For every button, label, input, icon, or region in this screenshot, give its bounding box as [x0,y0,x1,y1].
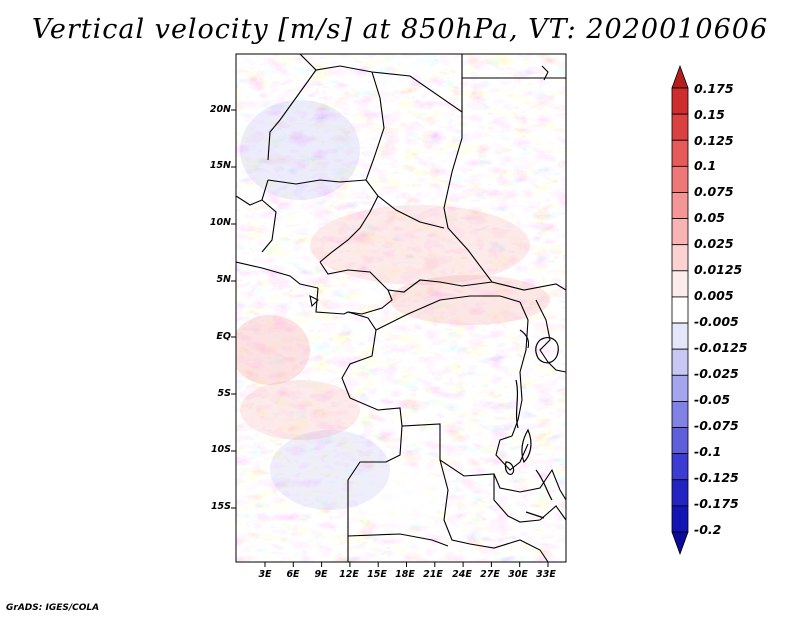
colorbar-bin [671,348,689,376]
colorbar-label: -0.005 [694,314,739,329]
colorbar-bin [671,427,689,455]
colorbar-label: 0.15 [694,107,725,122]
colorbar-bin [671,296,689,324]
colorbar-label: 0.025 [694,236,734,251]
colorbar-label: 0.175 [694,81,734,96]
map-title: Vertical velocity [m/s] at 850hPa, VT: 2… [31,14,769,45]
colorbar-label: 0.125 [694,133,734,148]
lat-label-10s: 10S [210,444,231,455]
colorbar-bin [671,87,689,115]
colorbar-bin [671,165,689,193]
lat-label-10n: 10N [209,217,231,228]
lakes [504,337,559,519]
lat-label-15s: 15S [210,501,231,512]
grads-credit: GrADS: IGES/COLA [6,603,100,613]
colorbar-bin [671,453,689,481]
colorbar-label: 0.075 [694,184,734,199]
lon-label-9e: 9E [314,569,328,580]
lon-label-18e: 18E [395,569,415,580]
map-frame [235,53,567,563]
lon-label-30e: 30E [508,569,528,580]
lon-label-15e: 15E [367,569,387,580]
lat-label-eq: EQ [216,331,231,342]
lon-label-3e: 3E [258,569,272,580]
lat-label-5s: 5S [217,388,231,399]
lon-label-33e: 33E [536,569,556,580]
colorbar-bin [671,218,689,246]
colorbar [671,64,689,556]
colorbar-bin [671,505,689,533]
colorbar-label: 0.005 [694,288,734,303]
colorbar-label: -0.125 [694,470,739,485]
lon-label-12e: 12E [339,569,359,580]
colorbar-bin [671,192,689,219]
colorbar-label: 0.05 [694,210,725,225]
lon-label-24e: 24E [452,569,472,580]
colorbar-bin [671,374,689,402]
colorbar-bin [671,113,689,141]
colorbar-bin [671,244,689,272]
colorbar-label: 0.1 [694,158,717,173]
lon-label-6e: 6E [286,569,300,580]
colorbar-label: -0.075 [694,418,739,433]
colorbar-label: -0.05 [694,392,731,407]
lon-label-27e: 27E [480,569,500,580]
lat-label-20n: 20N [209,104,231,115]
colorbar-label: -0.0125 [694,340,748,355]
lat-label-15n: 15N [209,160,231,171]
vertical-velocity-field [236,54,566,562]
lat-label-5n: 5N [216,274,231,285]
colorbar-min-arrow [671,531,689,556]
axis-ticks [231,109,549,567]
country-borders [236,54,566,562]
lon-label-21e: 21E [423,569,443,580]
colorbar-label: 0.0125 [694,262,743,277]
colorbar-label: -0.2 [694,522,722,537]
colorbar-bin [671,479,689,507]
colorbar-bin [671,322,689,350]
colorbar-bin [671,139,689,167]
colorbar-bin [671,270,689,298]
colorbar-bin [671,401,689,428]
colorbar-max-arrow [671,64,689,89]
colorbar-label: -0.175 [694,496,739,511]
colorbar-label: -0.025 [694,366,739,381]
colorbar-label: -0.1 [694,444,722,459]
